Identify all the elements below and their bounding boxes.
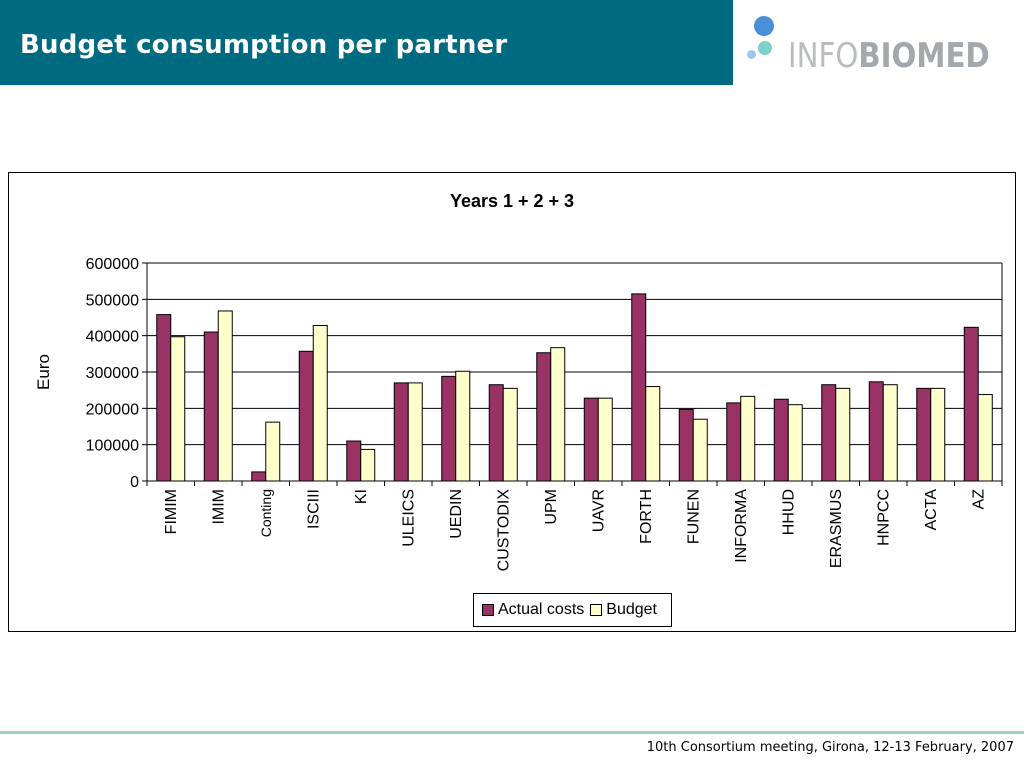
chart-title: Years 1 + 2 + 3 <box>449 191 575 211</box>
bar-actual-costs <box>773 398 789 482</box>
bar-budget <box>455 370 471 482</box>
bar-budget <box>502 387 518 482</box>
bar-budget <box>597 397 613 482</box>
bar-budget <box>787 404 803 482</box>
footer-line <box>0 731 1024 734</box>
y-tick-label: 100000 <box>86 438 139 455</box>
bar-budget <box>977 394 993 482</box>
legend-item-budget: Budget <box>590 601 657 619</box>
infobiomed-logo: INFOBIOMED <box>744 14 1014 80</box>
bar-actual-costs <box>678 408 694 482</box>
bar-actual-costs <box>631 293 647 482</box>
bar-budget <box>692 418 708 482</box>
x-tick-label: FIMIM <box>163 489 180 534</box>
bar-actual-costs <box>726 402 742 482</box>
bar-actual-costs <box>251 471 267 482</box>
x-tick-label: ULEICS <box>400 489 417 547</box>
bar-budget <box>265 421 281 482</box>
x-tick-label: UAVR <box>590 489 607 532</box>
chart-frame: Years 1 + 2 + 3 0 100000 200000 300000 40000… <box>8 172 1016 632</box>
x-tick-label: ACTA <box>923 489 940 531</box>
y-tick-label: 300000 <box>86 365 139 382</box>
y-tick-label: 200000 <box>86 401 139 418</box>
bar-budget <box>550 347 566 482</box>
x-tick-label: FUNEN <box>685 489 702 544</box>
bar-budget <box>217 310 233 482</box>
bar-actual-costs <box>536 352 552 482</box>
logo-dot-teal <box>758 41 772 55</box>
y-tick-label: 400000 <box>86 329 139 346</box>
logo-text: INFOBIOMED <box>788 36 990 76</box>
x-tick-label: UPM <box>543 489 560 525</box>
y-axis-label: Euro <box>34 354 53 390</box>
title-bar: Budget consumption per partner <box>0 0 733 85</box>
bar-budget <box>360 448 376 482</box>
y-tick-label: 600000 <box>86 256 139 273</box>
y-tick-label: 500000 <box>86 292 139 309</box>
bar-actual-costs <box>393 382 409 482</box>
bar-budget <box>835 387 851 482</box>
legend-label-actual: Actual costs <box>498 601 585 618</box>
chart-legend: Actual costs Budget <box>473 593 672 627</box>
bar-actual-costs <box>821 384 837 482</box>
bar-actual-costs <box>916 387 932 482</box>
bar-budget <box>930 387 946 482</box>
bar-budget <box>645 386 661 482</box>
x-tick-label: KI <box>353 489 370 504</box>
x-tick-label: AZ <box>970 489 987 510</box>
logo-dot-light <box>747 50 756 59</box>
x-tick-label: FORTH <box>638 489 655 544</box>
legend-swatch-actual <box>482 604 494 616</box>
bar-budget <box>170 336 186 482</box>
bar-actual-costs <box>963 326 979 482</box>
page-title: Budget consumption per partner <box>20 30 508 60</box>
legend-swatch-budget <box>590 604 603 616</box>
x-tick-label: CUSTODIX <box>495 489 512 572</box>
x-tick-label: ISCIII <box>305 489 322 529</box>
bar-actual-costs <box>488 384 504 482</box>
footer-text: 10th Consortium meeting, Girona, 12-13 F… <box>646 740 1014 755</box>
y-tick-label: 0 <box>130 474 139 491</box>
bar-actual-costs <box>156 314 172 482</box>
x-tick-label: INFORMA <box>733 489 750 563</box>
bar-chart: 0 100000 200000 300000 400000 500000 600000 Eur… <box>34 256 1003 572</box>
bar-actual-costs <box>441 375 457 482</box>
bar-actual-costs <box>203 331 219 482</box>
x-tick-label: UEDIN <box>448 489 465 539</box>
legend-label-budget: Budget <box>606 601 657 618</box>
bar-actual-costs <box>298 350 314 482</box>
x-tick-label: HHUD <box>780 489 797 535</box>
x-tick-label: ERASMUS <box>828 489 845 568</box>
bar-budget <box>407 382 423 482</box>
bar-actual-costs <box>346 440 362 482</box>
logo-dot-blue <box>754 16 774 36</box>
bar-budget <box>882 384 898 482</box>
bar-actual-costs <box>583 397 599 482</box>
x-tick-label: IMIM <box>210 489 227 525</box>
x-tick-label: Conting <box>258 489 274 537</box>
bar-budget <box>740 395 756 482</box>
bar-budget <box>312 324 328 482</box>
x-tick-label: HNPCC <box>875 489 892 546</box>
bar-actual-costs <box>868 381 884 482</box>
legend-item-actual: Actual costs <box>482 601 584 619</box>
